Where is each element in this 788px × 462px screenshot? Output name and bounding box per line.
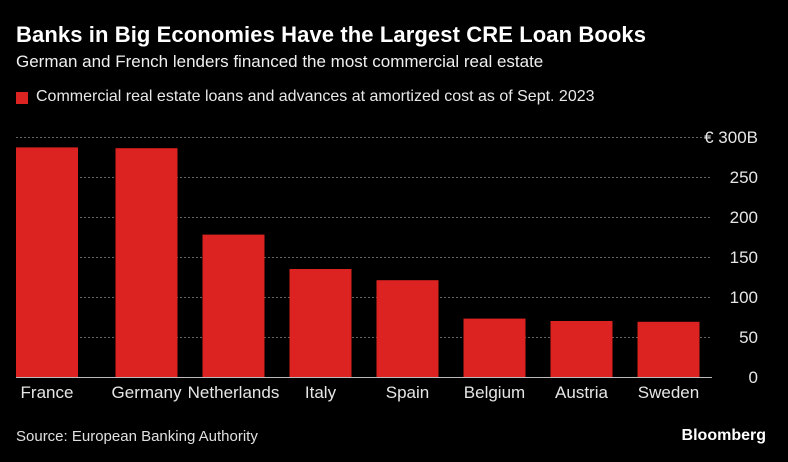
y-tick-label: 0 [749, 368, 758, 387]
legend-swatch [16, 91, 28, 104]
brand-logo-text: Bloomberg [681, 427, 766, 444]
chart-title: Banks in Big Economies Have the Largest … [16, 22, 647, 47]
bar-netherlands [202, 234, 265, 377]
x-tick-label-italy: Italy [305, 383, 337, 402]
x-tick-label-france: France [21, 383, 74, 402]
source-note: Source: European Banking Authority [16, 428, 258, 445]
bar-france [16, 147, 78, 377]
legend-label: Commercial real estate loans and advance… [36, 88, 595, 105]
x-tick-label-belgium: Belgium [464, 383, 525, 402]
y-tick-label: € 300B [704, 128, 758, 147]
x-tick-label-netherlands: Netherlands [188, 383, 280, 402]
bar-austria [550, 321, 613, 377]
y-tick-label: 200 [730, 208, 758, 227]
y-tick-label: 250 [730, 168, 758, 187]
y-tick-label: 50 [739, 328, 758, 347]
y-tick-label: 100 [730, 288, 758, 307]
x-tick-label-austria: Austria [555, 383, 608, 402]
bar-belgium [463, 318, 526, 377]
x-tick-label-germany: Germany [112, 383, 182, 402]
chart-subtitle: German and French lenders financed the m… [16, 52, 544, 71]
bar-sweden [637, 321, 700, 377]
x-tick-label-spain: Spain [386, 383, 429, 402]
x-tick-label-sweden: Sweden [638, 383, 699, 402]
y-tick-label: 150 [730, 248, 758, 267]
bar-germany [115, 148, 178, 377]
bar-italy [289, 269, 352, 377]
legend: Commercial real estate loans and advance… [16, 88, 595, 106]
bar-spain [376, 280, 439, 377]
